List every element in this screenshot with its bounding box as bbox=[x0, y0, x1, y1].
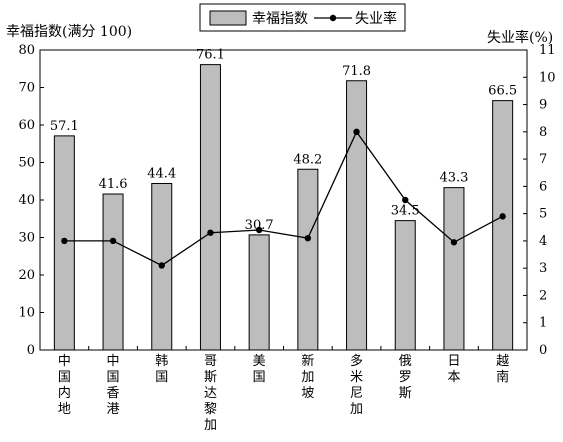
category-label: 中国内地 bbox=[58, 354, 71, 417]
bar bbox=[297, 168, 319, 351]
legend-line-marker bbox=[329, 14, 337, 22]
bar-value-label: 34.5 bbox=[391, 204, 420, 219]
bar-value-label: 57.1 bbox=[50, 119, 79, 134]
bar-value-label: 48.2 bbox=[293, 152, 322, 167]
right-tick-label: 5 bbox=[539, 207, 547, 222]
unemployment-point bbox=[499, 213, 506, 220]
bar-value-label: 43.3 bbox=[439, 171, 468, 186]
category-label: 越南 bbox=[496, 354, 509, 385]
unemployment-point bbox=[207, 229, 214, 236]
bar bbox=[199, 64, 221, 351]
category-label: 俄罗斯 bbox=[399, 354, 412, 401]
bar bbox=[443, 187, 465, 351]
unemployment-point bbox=[304, 234, 312, 242]
category-label: 新加坡 bbox=[301, 353, 314, 401]
bar-value-label: 76.1 bbox=[196, 48, 225, 63]
left-axis-title: 幸福指数(满分 100) bbox=[6, 24, 132, 40]
left-tick-label: 20 bbox=[18, 268, 35, 283]
legend-bar-swatch bbox=[209, 10, 247, 26]
bar bbox=[394, 220, 416, 351]
bar-value-label: 66.5 bbox=[488, 84, 517, 99]
bar bbox=[492, 100, 514, 351]
unemployment-point bbox=[255, 226, 263, 234]
plot-area: 0 10 20 30 40 50 60 70 80 0 1 2 3 4 5 6 7 8 9 10 11 57.1 41.6 4… bbox=[18, 43, 555, 433]
category-label: 韩国 bbox=[155, 354, 168, 385]
unemployment-point bbox=[402, 196, 409, 204]
unemployment-line bbox=[64, 130, 503, 267]
bar bbox=[248, 234, 270, 351]
left-tick-label: 40 bbox=[18, 193, 35, 208]
right-tick-label: 8 bbox=[539, 125, 547, 140]
unemployment-point bbox=[450, 239, 458, 246]
left-tick-label: 50 bbox=[18, 156, 35, 171]
right-tick-label: 4 bbox=[539, 234, 547, 249]
unemployment-point bbox=[61, 237, 68, 245]
right-tick-label: 2 bbox=[539, 288, 547, 303]
left-tick-label: 0 bbox=[27, 343, 35, 358]
right-tick-label: 1 bbox=[539, 316, 547, 331]
bar bbox=[346, 80, 368, 351]
category-label: 哥斯达黎加 bbox=[204, 354, 217, 433]
unemployment-point bbox=[158, 262, 165, 269]
left-tick-label: 10 bbox=[18, 306, 35, 321]
category-label: 美国 bbox=[253, 354, 266, 385]
bar-value-label: 71.8 bbox=[342, 64, 371, 79]
bar-value-label: 44.4 bbox=[147, 167, 176, 182]
bar bbox=[102, 193, 124, 351]
category-label: 多米尼加 bbox=[350, 353, 363, 417]
right-tick-label: 3 bbox=[539, 261, 547, 276]
right-tick-label: 6 bbox=[539, 179, 547, 194]
bar-value-label: 41.6 bbox=[99, 177, 128, 192]
category-label: 中国香港 bbox=[107, 354, 120, 417]
left-tick-label: 60 bbox=[18, 118, 35, 133]
right-tick-label: 0 bbox=[539, 343, 547, 358]
bar-value-label: 30.7 bbox=[245, 218, 274, 233]
unemployment-point bbox=[109, 237, 117, 245]
right-tick-label: 10 bbox=[539, 70, 556, 85]
right-tick-label: 7 bbox=[539, 152, 547, 167]
right-axis-title: 失业率(%) bbox=[487, 29, 553, 46]
left-tick-label: 80 bbox=[18, 43, 35, 58]
right-tick-label: 9 bbox=[539, 98, 547, 113]
left-tick-label: 70 bbox=[18, 81, 35, 96]
unemployment-point bbox=[353, 128, 360, 136]
legend-bar-label: 幸福指数 bbox=[252, 11, 308, 27]
left-tick-label: 30 bbox=[18, 231, 35, 246]
legend-line-label: 失业率 bbox=[355, 10, 397, 27]
right-tick-label: 11 bbox=[539, 43, 556, 58]
legend: 幸福指数 失业率 bbox=[199, 3, 406, 32]
category-label: 日本 bbox=[447, 354, 460, 385]
